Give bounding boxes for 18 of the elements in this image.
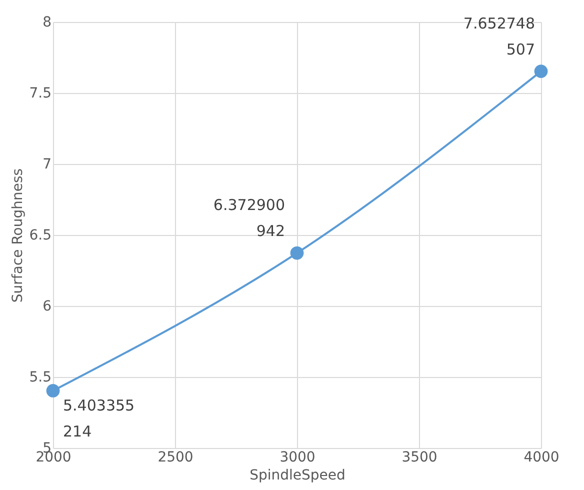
point — [534, 64, 548, 78]
y-tick-label: 5.5 — [29, 370, 52, 386]
x-tick-label: 4000 — [524, 450, 560, 466]
x-axis-title: SpindleSpeed — [250, 468, 346, 484]
y-tick-label: 8 — [42, 14, 52, 30]
point — [290, 246, 304, 260]
y-tick-label: 7.5 — [29, 86, 52, 102]
y-axis-title: Surface Roughness — [10, 168, 26, 303]
data-label: 7.652748507 — [463, 14, 535, 58]
x-tick-label: 2500 — [158, 450, 194, 466]
y-tick-label: 6 — [42, 298, 52, 314]
y-tick-label: 6.5 — [29, 228, 52, 244]
x-tick-label: 3500 — [402, 450, 438, 466]
y-tick-label: 7 — [42, 156, 52, 172]
data-label: 5.403355214 — [63, 396, 135, 441]
point — [46, 384, 60, 398]
x-tick-label: 3000 — [280, 450, 316, 466]
data-label: 6.372900942 — [213, 196, 285, 240]
